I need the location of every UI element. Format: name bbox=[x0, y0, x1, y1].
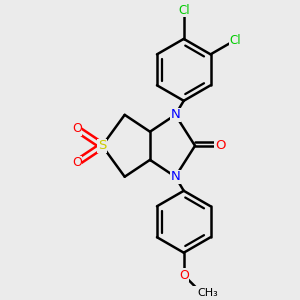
Text: N: N bbox=[170, 170, 180, 183]
Text: S: S bbox=[98, 139, 106, 152]
Text: N: N bbox=[170, 108, 180, 121]
Text: Cl: Cl bbox=[178, 4, 190, 17]
Text: Cl: Cl bbox=[230, 34, 241, 46]
Text: O: O bbox=[179, 269, 189, 282]
Text: O: O bbox=[72, 156, 82, 169]
Text: O: O bbox=[215, 139, 226, 152]
Text: O: O bbox=[72, 122, 82, 135]
Text: CH₃: CH₃ bbox=[197, 289, 218, 298]
